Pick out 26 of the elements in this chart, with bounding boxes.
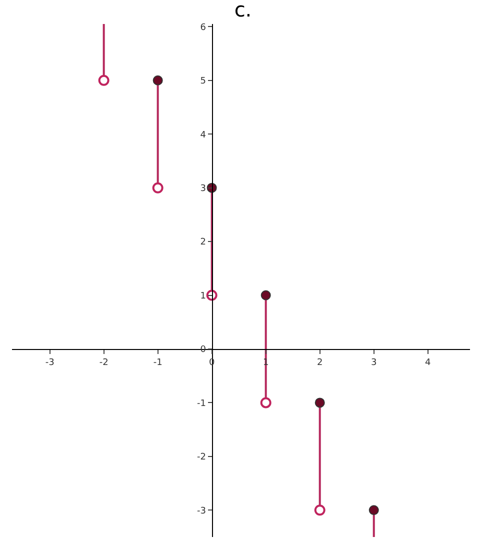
- x-tick-label: 4: [425, 358, 432, 368]
- point: [152, 75, 163, 86]
- x-tick-label: -1: [153, 358, 162, 368]
- point: [260, 397, 272, 408]
- y-tick-label: 3: [200, 184, 206, 194]
- y-tick-label: 2: [200, 238, 206, 248]
- y-tick-label: 4: [200, 130, 206, 140]
- point: [260, 290, 271, 300]
- y-tick-label: -1: [197, 398, 206, 409]
- x-tick-label: -2: [99, 358, 108, 368]
- x-tick-label: 3: [370, 358, 377, 368]
- y-tick-label: -2: [197, 452, 206, 463]
- point: [206, 290, 218, 301]
- y-tick-label: 6: [200, 22, 206, 33]
- point: [152, 182, 164, 194]
- x-tick-label: 1: [262, 358, 269, 368]
- point: [314, 398, 325, 408]
- point: [368, 505, 379, 516]
- y-tick-label: -3: [197, 506, 206, 516]
- y-tick-label: 1: [200, 291, 206, 302]
- y-tick-label: 5: [200, 76, 206, 87]
- x-tick-label: 2: [316, 358, 323, 368]
- chart-title: c.: [234, 0, 252, 22]
- x-tick-label: -3: [45, 358, 54, 368]
- point: [98, 74, 110, 86]
- point: [314, 504, 326, 516]
